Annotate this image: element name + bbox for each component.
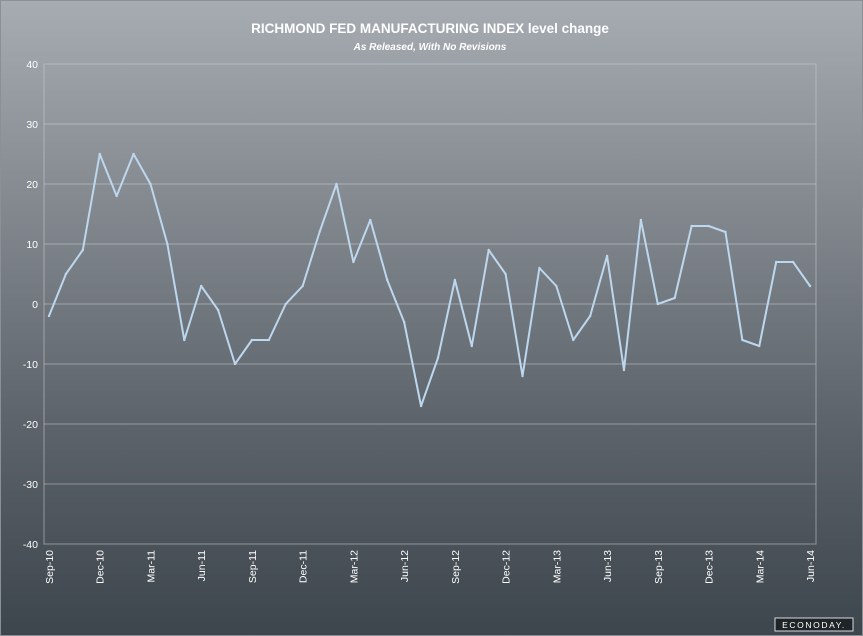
data-point (81, 248, 85, 252)
data-point (149, 182, 152, 186)
series-line (48, 153, 811, 407)
x-tick-label: Dec-13 (704, 550, 716, 584)
data-point (216, 308, 220, 312)
data-point (758, 344, 761, 348)
data-point (115, 194, 118, 198)
plot-area (43, 63, 817, 545)
chart-title: RICHMOND FED MANUFACTURING INDEX level c… (251, 21, 609, 36)
x-tick-label: Jun-11 (196, 550, 208, 581)
x-tick-label: Jun-14 (805, 550, 817, 582)
data-point (301, 284, 304, 288)
x-tick-label: Sep-10 (44, 550, 56, 584)
x-tick-label: Jun-13 (602, 550, 614, 582)
data-point (690, 224, 693, 228)
data-point (774, 260, 778, 264)
y-tick-label: 0 (32, 299, 38, 311)
logo-text: ECONODAY. (782, 620, 846, 630)
x-tick-label: Sep-12 (450, 550, 462, 584)
data-point (622, 368, 626, 372)
data-point (200, 284, 203, 288)
data-point (132, 152, 135, 156)
data-point (267, 338, 271, 342)
econoday-logo: ECONODAY. (774, 617, 854, 632)
data-point (436, 356, 440, 360)
x-tick-label: Mar-11 (145, 550, 157, 583)
data-point (352, 260, 355, 264)
data-point (707, 224, 710, 228)
y-tick-label: 30 (26, 119, 38, 131)
series-layer (47, 152, 812, 408)
data-point (284, 302, 287, 306)
data-point (233, 362, 237, 366)
data-point (183, 338, 186, 342)
data-point (318, 230, 321, 234)
y-tick-label: -20 (23, 419, 38, 431)
y-tick-label: 10 (26, 239, 38, 251)
x-tick-label: Dec-12 (501, 550, 513, 584)
x-tick-label: Sep-11 (247, 550, 259, 583)
data-point (98, 152, 101, 156)
y-tick-label: -40 (23, 539, 38, 551)
x-tick-label: Mar-13 (551, 550, 563, 583)
chart-subtitle: As Released, With No Revisions (353, 42, 507, 53)
data-point (521, 374, 524, 378)
data-point (64, 272, 68, 276)
data-point (808, 284, 812, 288)
x-tick-label: Dec-11 (298, 550, 310, 583)
data-point (673, 296, 676, 300)
data-point (369, 218, 372, 222)
data-point (504, 272, 507, 276)
data-point (487, 248, 490, 252)
data-point (453, 278, 457, 282)
data-point (791, 260, 795, 264)
y-tick-label: -10 (23, 359, 38, 371)
data-point (605, 254, 609, 258)
data-point (639, 218, 643, 222)
data-point (724, 230, 727, 234)
data-point (741, 338, 744, 342)
data-point (386, 278, 389, 282)
data-point (250, 338, 254, 342)
data-point (572, 338, 575, 342)
data-point (335, 182, 338, 186)
x-axis: Sep-10 Dec-10 Mar-11 Jun-11 Sep-11 Dec-11 Mar-… (44, 550, 817, 584)
data-point (47, 314, 51, 318)
x-tick-label: Sep-13 (653, 550, 665, 584)
data-point (402, 320, 406, 324)
data-point (538, 266, 541, 270)
x-tick-label: Jun-12 (399, 550, 411, 582)
y-tick-label: 20 (26, 179, 38, 191)
data-point (555, 284, 558, 288)
x-tick-label: Mar-14 (754, 550, 766, 583)
data-point (588, 314, 592, 318)
gridlines (44, 123, 816, 485)
y-tick-label: -30 (23, 479, 38, 491)
data-point (470, 344, 473, 348)
data-point (419, 404, 423, 408)
x-tick-label: Mar-12 (348, 550, 360, 583)
data-point (656, 302, 659, 306)
y-tick-label: 40 (26, 59, 38, 71)
x-tick-label: Dec-10 (95, 550, 107, 584)
y-axis: 40 30 20 10 0 -10 -20 -30 -40 (23, 59, 38, 551)
data-point (166, 242, 169, 246)
